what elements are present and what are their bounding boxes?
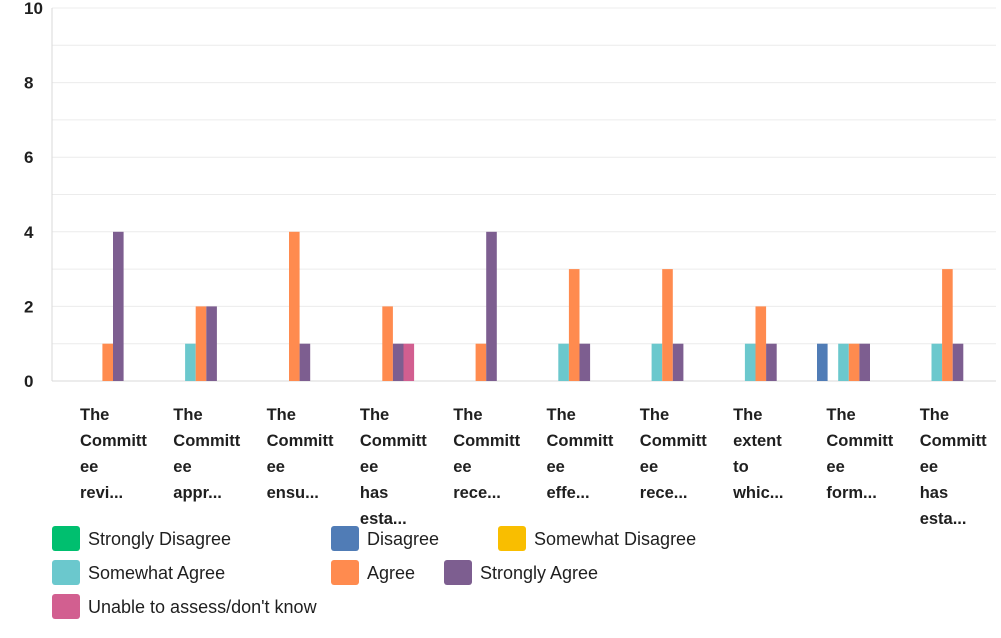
legend-label: Strongly Agree (480, 563, 598, 583)
x-tick-label: The Committ ee has esta... (360, 406, 427, 528)
bar (766, 343, 777, 381)
bar (942, 269, 953, 381)
bar (299, 343, 311, 381)
x-tick-label: The Committ ee has esta... (920, 406, 987, 528)
bar (755, 306, 767, 381)
legend-swatch (498, 526, 526, 551)
bar (744, 343, 756, 381)
y-tick-label: 4 (24, 223, 34, 242)
legend: Strongly Disagree Disagree Somewhat Disagr… (52, 526, 696, 619)
gridlines (51, 7, 996, 382)
bar (662, 269, 673, 381)
legend-label: Agree (367, 563, 415, 583)
y-tick-label: 6 (24, 148, 33, 167)
bar (195, 306, 207, 381)
legend-label: Somewhat Disagree (534, 529, 696, 549)
bar (113, 231, 124, 381)
legend-label: Unable to assess/don't know (88, 597, 318, 617)
legend-swatch (331, 526, 359, 551)
bar (486, 231, 497, 381)
x-tick-label: The extent to whic... (732, 406, 783, 502)
legend-label: Somewhat Agree (88, 563, 225, 583)
x-tick-label: The Committ ee ensu... (267, 406, 334, 502)
legend-swatch (331, 560, 359, 585)
legend-label: Disagree (367, 529, 439, 549)
bar (817, 343, 828, 381)
y-tick-label: 2 (24, 297, 33, 316)
bar (848, 343, 860, 381)
bar (475, 343, 487, 381)
legend-swatch (52, 526, 80, 551)
x-axis-labels: The Committ ee revi... The Committ ee appr... Th… (80, 406, 987, 528)
bar (289, 231, 300, 381)
bar (931, 343, 943, 381)
x-tick-label: The Committ ee appr... (173, 406, 240, 502)
bar (838, 343, 849, 381)
bar (859, 343, 870, 381)
y-tick-label: 8 (24, 74, 33, 93)
bar (382, 306, 393, 381)
y-tick-label: 10 (24, 0, 43, 18)
x-tick-label: The Committ ee revi... (80, 406, 147, 502)
x-tick-label: The Committ ee effe... (547, 406, 614, 502)
x-tick-label: The Committ ee rece... (640, 406, 707, 502)
y-axis-ticks: 0 2 4 6 8 10 (24, 0, 43, 391)
bar (102, 343, 113, 381)
x-tick-label: The Committ ee rece... (453, 406, 520, 502)
bars (102, 231, 964, 381)
bar (579, 343, 591, 381)
legend-swatch (52, 594, 80, 619)
bar (206, 306, 217, 381)
bar (392, 343, 404, 381)
legend-swatch (52, 560, 80, 585)
legend-swatch (444, 560, 472, 585)
bar (568, 269, 580, 381)
x-tick-label: The Committ ee form... (826, 406, 893, 502)
bar (651, 343, 663, 381)
y-tick-label: 0 (24, 372, 33, 391)
bar (403, 343, 415, 381)
legend-label: Strongly Disagree (88, 529, 231, 549)
bar (558, 343, 569, 381)
bar (185, 343, 196, 381)
bar (672, 343, 684, 381)
bar (952, 343, 964, 381)
